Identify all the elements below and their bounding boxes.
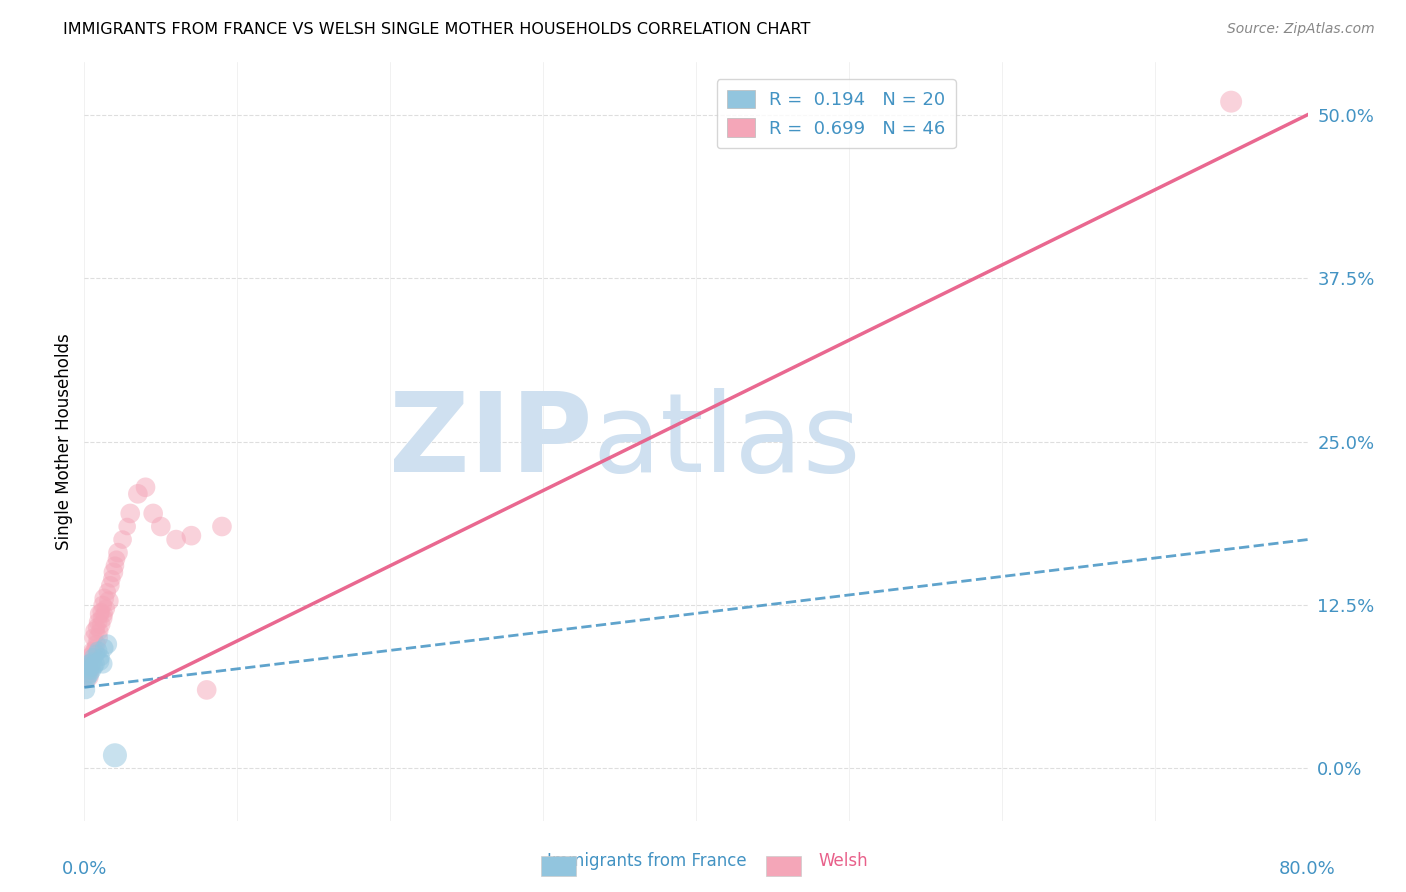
- Point: [104, 558, 127, 573]
- Legend: R =  0.194   N = 20, R =  0.699   N = 46: R = 0.194 N = 20, R = 0.699 N = 46: [717, 79, 956, 148]
- Point: [90, 605, 112, 619]
- Point: [115, 519, 138, 533]
- Point: [86, 646, 108, 660]
- Point: [79, 650, 101, 665]
- Point: [103, 566, 125, 580]
- Point: [87, 615, 110, 629]
- Point: [75, 682, 97, 697]
- Point: [90, 617, 112, 632]
- Point: [77, 657, 100, 671]
- Point: [84, 657, 107, 671]
- Point: [80, 663, 103, 677]
- Text: atlas: atlas: [592, 388, 860, 495]
- Point: [107, 546, 129, 560]
- Point: [76, 663, 98, 677]
- Point: [96, 637, 118, 651]
- Point: [91, 611, 114, 625]
- Point: [80, 654, 103, 668]
- Point: [180, 529, 202, 543]
- Point: [87, 643, 110, 657]
- Point: [76, 667, 98, 681]
- Point: [89, 654, 111, 668]
- Point: [83, 646, 105, 660]
- Point: [93, 641, 115, 656]
- Point: [1220, 95, 1243, 109]
- Point: [83, 631, 105, 645]
- Point: [79, 663, 101, 677]
- Point: [84, 641, 107, 656]
- Text: Source: ZipAtlas.com: Source: ZipAtlas.com: [1227, 22, 1375, 37]
- Point: [86, 637, 108, 651]
- Point: [87, 631, 110, 645]
- Point: [127, 487, 149, 501]
- Point: [93, 607, 115, 621]
- Point: [91, 598, 114, 612]
- Point: [80, 643, 103, 657]
- Point: [80, 657, 103, 671]
- Text: ZIP: ZIP: [388, 388, 592, 495]
- Point: [86, 620, 108, 634]
- Point: [77, 670, 100, 684]
- Y-axis label: Single Mother Households: Single Mother Households: [55, 334, 73, 549]
- Point: [97, 594, 120, 608]
- Text: IMMIGRANTS FROM FRANCE VS WELSH SINGLE MOTHER HOUSEHOLDS CORRELATION CHART: IMMIGRANTS FROM FRANCE VS WELSH SINGLE M…: [63, 22, 811, 37]
- Point: [90, 650, 112, 665]
- Point: [94, 602, 117, 616]
- Point: [89, 624, 111, 639]
- Text: 80.0%: 80.0%: [1279, 860, 1336, 878]
- Point: [77, 670, 100, 684]
- Point: [91, 657, 114, 671]
- Point: [93, 591, 115, 606]
- Point: [75, 673, 97, 687]
- Point: [83, 650, 105, 665]
- Point: [77, 657, 100, 671]
- Point: [79, 659, 101, 673]
- Point: [79, 667, 101, 681]
- Text: Welsh: Welsh: [818, 852, 869, 870]
- Point: [111, 533, 134, 547]
- Point: [149, 519, 172, 533]
- Point: [98, 578, 121, 592]
- Point: [76, 673, 98, 687]
- Point: [83, 659, 105, 673]
- Point: [211, 519, 233, 533]
- Point: [120, 507, 142, 521]
- Point: [165, 533, 187, 547]
- Point: [195, 682, 218, 697]
- Text: Immigrants from France: Immigrants from France: [547, 852, 747, 870]
- Point: [84, 624, 107, 639]
- Point: [96, 585, 118, 599]
- Point: [105, 552, 128, 566]
- Text: 0.0%: 0.0%: [62, 860, 107, 878]
- Point: [76, 659, 98, 673]
- Point: [104, 748, 127, 763]
- Point: [135, 480, 157, 494]
- Point: [101, 572, 124, 586]
- Point: [142, 507, 165, 521]
- Point: [89, 607, 111, 621]
